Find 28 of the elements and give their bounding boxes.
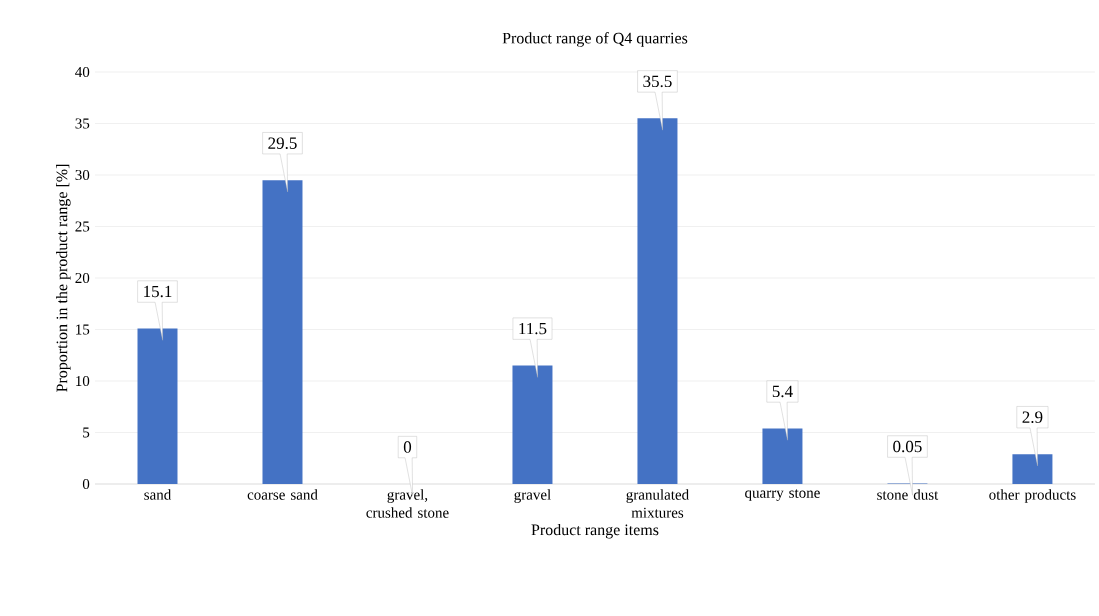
data-label: 2.9 (1022, 411, 1043, 423)
x-tick-label: sand (144, 489, 172, 500)
y-tick-label: 35 (75, 118, 90, 129)
x-tick-label: other products (989, 489, 1076, 503)
data-label: 11.5 (519, 322, 547, 335)
chart-title: Product range of Q4 quarries (502, 32, 688, 47)
y-tick-label: 30 (75, 169, 90, 181)
data-label: 35.5 (643, 75, 672, 88)
x-tick-label: stone dust (877, 489, 939, 500)
data-label: 29.5 (268, 137, 297, 149)
x-axis-title: Product range items (531, 523, 659, 539)
x-tick-label: coarse sand (247, 489, 318, 500)
y-tick-label: 0 (82, 478, 90, 490)
y-tick-label: 10 (76, 375, 90, 387)
data-label: 5.4 (772, 385, 793, 398)
x-tick-label: gravel, crushed stone (366, 489, 449, 518)
data-label: 15.1 (144, 285, 172, 298)
data-label: 0 (403, 441, 412, 453)
y-tick-label: 15 (76, 324, 90, 335)
x-tick-label: granulated mixtures (626, 489, 689, 518)
y-tick-label: 40 (75, 66, 90, 78)
x-tick-label: gravel (514, 489, 551, 503)
y-tick-label: 5 (83, 427, 90, 438)
x-tick-label: quarry stone (745, 489, 820, 501)
data-label: 0.05 (893, 440, 922, 453)
y-tick-label: 20 (75, 272, 90, 284)
y-axis-title: Proportion in the product range [%] (56, 164, 71, 392)
y-tick-label: 25 (75, 221, 90, 232)
